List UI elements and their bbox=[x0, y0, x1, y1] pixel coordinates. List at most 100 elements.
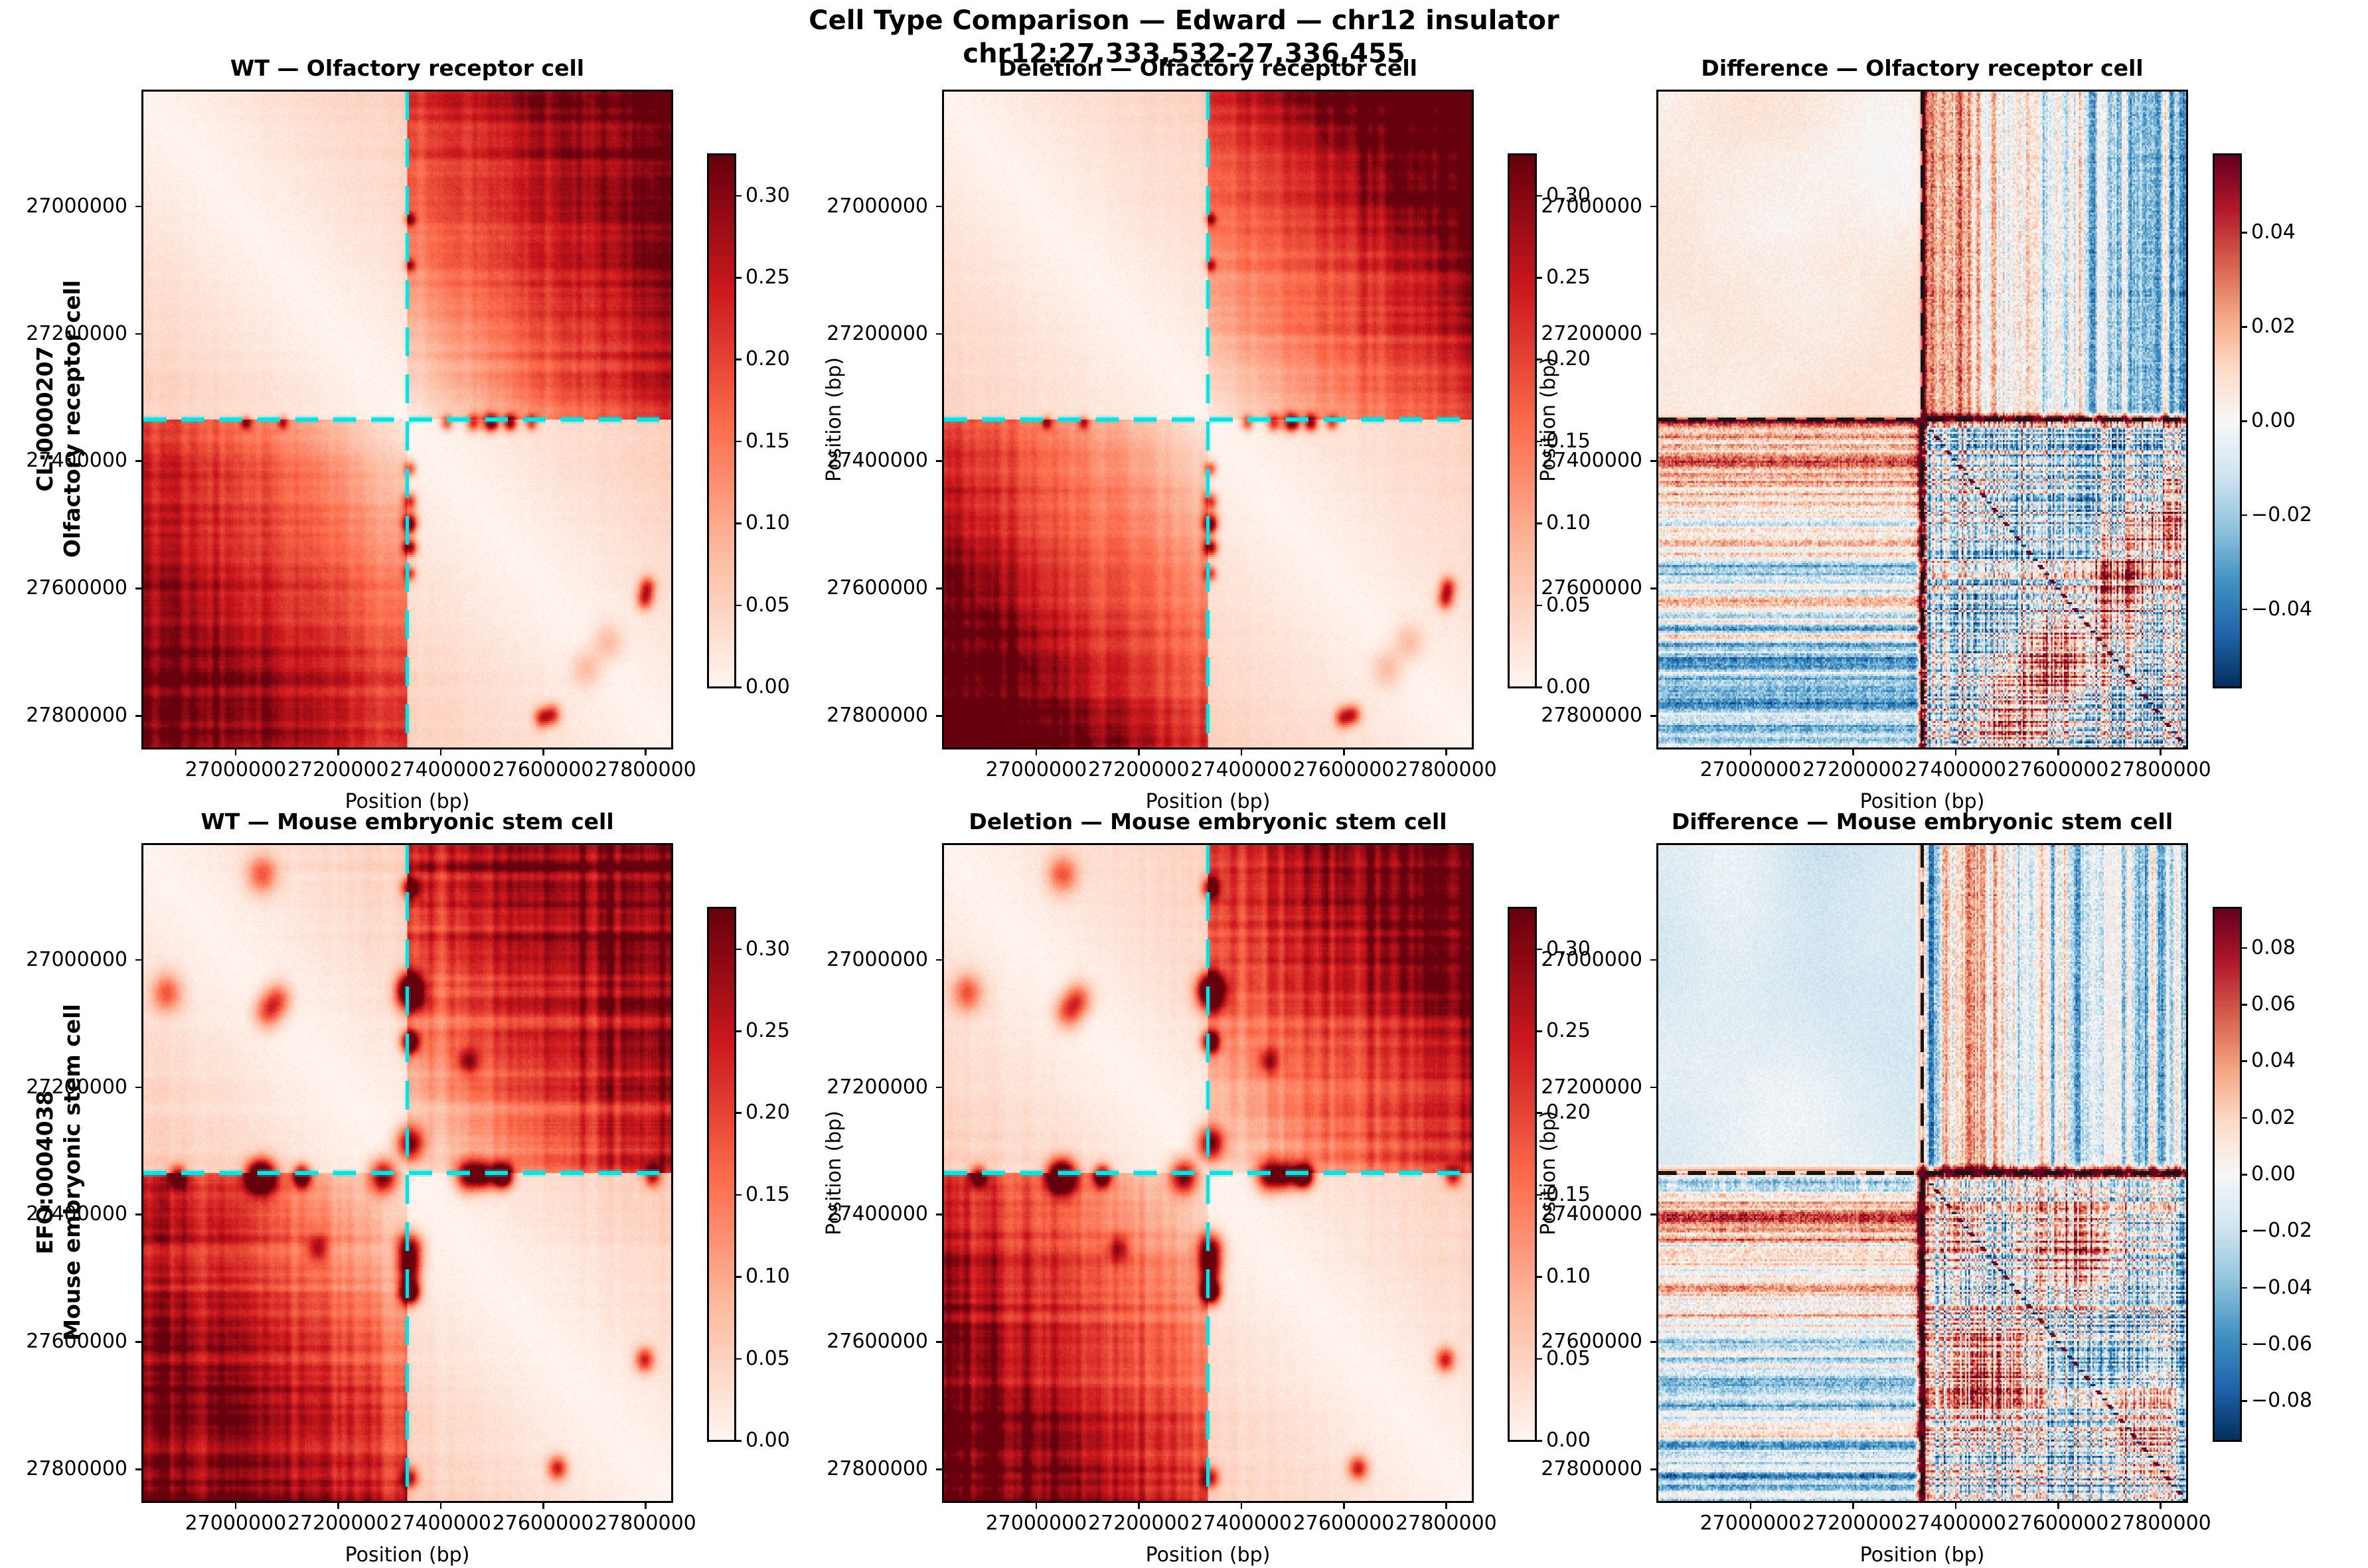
colorbar-tick-label: 0.10 bbox=[746, 511, 790, 535]
heatmap-deletion-mesc bbox=[942, 843, 1474, 1503]
x-tick-mark bbox=[645, 749, 647, 755]
colorbar-tick-label: 0.10 bbox=[746, 1265, 790, 1289]
figure-subtitle: chr12:27,333,532-27,336,455 bbox=[963, 39, 1405, 69]
y-tick-label: 27000000 bbox=[26, 947, 127, 971]
colorbar-tick-label: −0.04 bbox=[2251, 1275, 2312, 1299]
colorbar-tick-label: 0.08 bbox=[2251, 935, 2296, 959]
colorbar-tick-label: 0.10 bbox=[1546, 511, 1591, 535]
y-tick-mark bbox=[1650, 460, 1656, 462]
y-tick-mark bbox=[1650, 715, 1656, 717]
colorbar-tick-label: 0.20 bbox=[746, 347, 790, 371]
y-tick-mark bbox=[1650, 959, 1656, 961]
colorbar-tick-mark bbox=[736, 1194, 742, 1196]
y-tick-label: 27200000 bbox=[827, 1075, 928, 1099]
y-tick-mark bbox=[135, 333, 141, 335]
x-tick-mark bbox=[1852, 749, 1854, 755]
colorbar-tick-label: 0.30 bbox=[1546, 183, 1591, 207]
panel-title-wt-olfactory: WT — Olfactory receptor cell bbox=[230, 55, 585, 81]
x-tick-mark bbox=[234, 1503, 237, 1509]
heatmap-canvas bbox=[1658, 92, 2186, 747]
colorbar-tick-label: 0.15 bbox=[746, 429, 790, 453]
x-tick-mark bbox=[645, 1503, 647, 1509]
colorbar-tick-label: 0.00 bbox=[746, 675, 790, 698]
y-tick-label: 27400000 bbox=[1541, 449, 1642, 473]
x-axis-label: Position (bp) bbox=[1145, 790, 1271, 813]
heatmap-canvas bbox=[143, 92, 671, 747]
panel-title-deletion-mesc: Deletion — Mouse embryonic stem cell bbox=[969, 809, 1447, 834]
colorbar-tick-mark bbox=[1537, 358, 1542, 360]
y-tick-label: 27200000 bbox=[1541, 321, 1642, 345]
x-tick-label: 27400000 bbox=[1905, 1512, 2006, 1535]
x-tick-mark bbox=[2057, 749, 2059, 755]
y-tick-mark bbox=[1650, 1214, 1656, 1215]
colorbar-tick-label: 0.06 bbox=[2251, 992, 2296, 1016]
colorbar-tick-mark bbox=[2242, 1343, 2247, 1346]
heatmap-difference-mesc bbox=[1656, 843, 2188, 1503]
colorbar-tick-mark bbox=[736, 358, 742, 360]
x-tick-mark bbox=[542, 1503, 544, 1509]
y-tick-mark bbox=[936, 1341, 942, 1343]
x-tick-label: 27200000 bbox=[287, 758, 389, 781]
colorbar-tick-mark bbox=[2242, 947, 2247, 949]
panel-title-deletion-olfactory: Deletion — Olfactory receptor cell bbox=[998, 55, 1417, 81]
x-tick-mark bbox=[542, 749, 544, 755]
colorbar-tick-mark bbox=[2242, 1174, 2247, 1176]
y-tick-mark bbox=[936, 715, 942, 717]
y-tick-label: 27800000 bbox=[827, 1457, 928, 1481]
x-tick-label: 27600000 bbox=[1293, 1512, 1395, 1535]
colorbar-tick-mark bbox=[1537, 195, 1542, 197]
y-tick-label: 27400000 bbox=[26, 449, 127, 473]
x-tick-mark bbox=[1343, 749, 1345, 755]
colorbar-tick-label: 0.25 bbox=[1546, 266, 1591, 289]
y-tick-label: 27600000 bbox=[26, 576, 127, 600]
colorbar-tick-mark bbox=[736, 1440, 742, 1442]
colorbar-tick-mark bbox=[1537, 440, 1542, 443]
x-tick-mark bbox=[337, 1503, 339, 1509]
y-tick-label: 27200000 bbox=[26, 1075, 127, 1099]
colorbar-tick-label: 0.02 bbox=[2251, 1105, 2296, 1129]
y-tick-mark bbox=[135, 205, 141, 208]
colorbar-tick-mark bbox=[736, 195, 742, 197]
colorbar-tick-label: 0.00 bbox=[1546, 1429, 1591, 1452]
x-tick-label: 27600000 bbox=[2007, 1512, 2109, 1535]
colorbar-tick-mark bbox=[736, 604, 742, 607]
x-tick-label: 27600000 bbox=[492, 758, 594, 781]
colorbar-tick-mark bbox=[2242, 1004, 2247, 1006]
heatmap-deletion-olfactory bbox=[942, 90, 1474, 749]
y-tick-mark bbox=[936, 460, 942, 462]
x-tick-mark bbox=[1445, 749, 1447, 755]
x-tick-label: 27200000 bbox=[1802, 758, 1904, 781]
colorbar-contact-del-mesc bbox=[1508, 907, 1537, 1442]
heatmap-canvas bbox=[1658, 845, 2186, 1501]
y-tick-label: 27200000 bbox=[26, 321, 127, 345]
colorbar-tick-mark bbox=[736, 1358, 742, 1360]
x-tick-mark bbox=[1138, 749, 1140, 755]
colorbar-tick-mark bbox=[1537, 1276, 1542, 1278]
colorbar-tick-label: 0.15 bbox=[746, 1182, 790, 1206]
y-tick-mark bbox=[936, 1086, 942, 1088]
row-label-olfactory: CL:0000207 Olfactory receptor cell bbox=[31, 91, 86, 747]
x-tick-label: 27800000 bbox=[2110, 1512, 2211, 1535]
colorbar-tick-mark bbox=[2242, 326, 2247, 328]
colorbar-tick-mark bbox=[2242, 1117, 2247, 1119]
panel-title-difference-mesc: Difference — Mouse embryonic stem cell bbox=[1671, 809, 2173, 834]
colorbar-tick-mark bbox=[1537, 686, 1542, 688]
y-tick-label: 27200000 bbox=[1541, 1075, 1642, 1099]
panel-title-difference-olfactory: Difference — Olfactory receptor cell bbox=[1701, 55, 2144, 81]
x-tick-mark bbox=[1240, 1503, 1243, 1509]
x-tick-label: 27000000 bbox=[1699, 758, 1802, 781]
colorbar-tick-mark bbox=[1537, 1112, 1542, 1114]
colorbar-diff-mesc bbox=[2213, 907, 2242, 1442]
colorbar-contact-del-olfactory bbox=[1508, 153, 1537, 688]
colorbar-tick-label: 0.05 bbox=[746, 593, 790, 617]
x-tick-mark bbox=[1035, 749, 1038, 755]
colorbar-contact-wt-mesc bbox=[707, 907, 736, 1442]
x-tick-label: 27200000 bbox=[1087, 1512, 1190, 1535]
y-tick-label: 27800000 bbox=[26, 1457, 127, 1481]
x-tick-mark bbox=[1138, 1503, 1140, 1509]
colorbar-tick-label: 0.10 bbox=[1546, 1265, 1591, 1289]
colorbar-tick-mark bbox=[2242, 420, 2247, 422]
y-tick-mark bbox=[1650, 1341, 1656, 1343]
x-tick-label: 27000000 bbox=[985, 758, 1087, 781]
